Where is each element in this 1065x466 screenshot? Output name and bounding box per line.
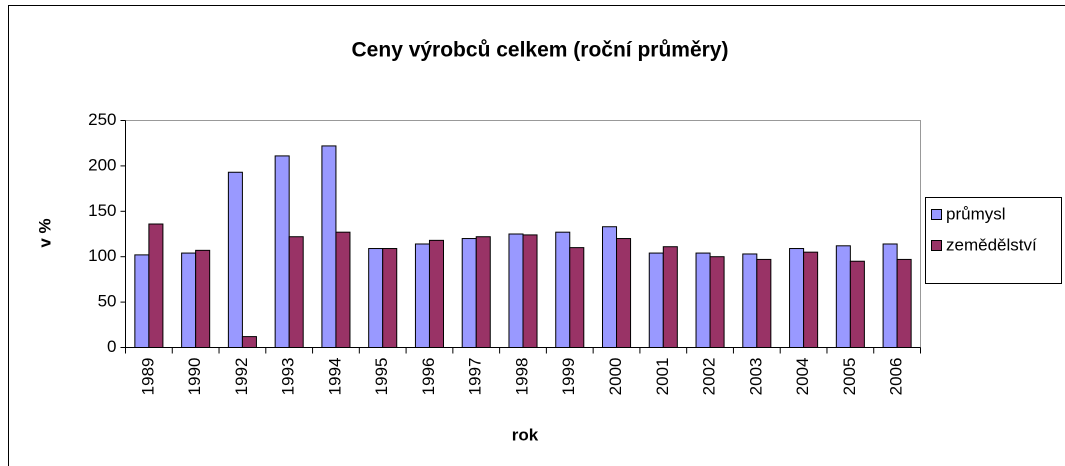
x-tick-label: 2003: [746, 358, 765, 396]
bar: [227, 171, 243, 348]
bar: [274, 155, 290, 348]
bar: [181, 252, 197, 348]
legend-swatch: [931, 240, 942, 251]
y-tick-label: 100: [88, 246, 116, 265]
bar: [803, 251, 819, 348]
bar: [695, 252, 711, 348]
y-tick-label: 250: [88, 110, 116, 129]
x-tick-label: 2005: [840, 358, 859, 396]
bar: [368, 248, 384, 348]
bar: [835, 245, 851, 348]
bar: [896, 258, 912, 349]
bar: [882, 243, 898, 349]
x-tick-label: 1997: [466, 358, 485, 396]
x-tick-label: 2000: [606, 358, 625, 396]
x-tick-label: 1990: [185, 358, 204, 396]
legend-box: [925, 197, 1062, 284]
x-tick-label: 2002: [700, 358, 719, 396]
bar: [662, 246, 678, 349]
legend-swatch: [931, 209, 942, 220]
bar: [849, 260, 865, 348]
x-tick-label: 1994: [325, 358, 344, 396]
bar: [475, 236, 491, 348]
bar: [148, 223, 164, 348]
x-tick-label: 1992: [232, 358, 251, 396]
x-tick-label: 2004: [793, 358, 812, 396]
bar: [789, 248, 805, 348]
x-tick-label: 1996: [419, 358, 438, 396]
bar: [134, 254, 150, 348]
y-axis-title: v %: [35, 218, 54, 247]
bar: [742, 253, 758, 348]
bar: [321, 145, 337, 348]
legend-label: průmysl: [946, 204, 1006, 223]
x-tick-label: 1989: [138, 358, 157, 396]
bar: [569, 247, 585, 348]
y-tick-label: 0: [107, 337, 116, 356]
x-tick-label: 2001: [653, 358, 672, 396]
bar: [195, 249, 211, 348]
bar: [241, 336, 257, 349]
x-axis-title: rok: [512, 425, 539, 444]
x-tick-label: 1998: [512, 358, 531, 396]
bar: [616, 238, 632, 348]
bar: [428, 239, 444, 348]
bar: [382, 248, 398, 348]
bar: [335, 231, 351, 349]
x-tick-label: 1993: [279, 358, 298, 396]
bar: [756, 258, 772, 349]
bar: [508, 233, 524, 348]
chart-title: Ceny výrobců celkem (roční průměry): [352, 39, 729, 62]
bar: [522, 234, 538, 349]
bar: [288, 236, 304, 348]
bar: [555, 231, 571, 349]
x-tick-label: 1995: [372, 358, 391, 396]
x-tick-label: 1999: [559, 358, 578, 396]
bar: [648, 252, 664, 348]
bar: [709, 256, 725, 349]
bar: [414, 243, 430, 349]
bar: [461, 238, 477, 348]
legend-label: zemědělství: [946, 235, 1037, 254]
y-tick-label: 150: [88, 201, 116, 220]
y-tick-label: 200: [88, 155, 116, 174]
y-tick-label: 50: [98, 292, 117, 311]
bar: [602, 226, 618, 348]
x-tick-label: 2006: [887, 358, 906, 396]
